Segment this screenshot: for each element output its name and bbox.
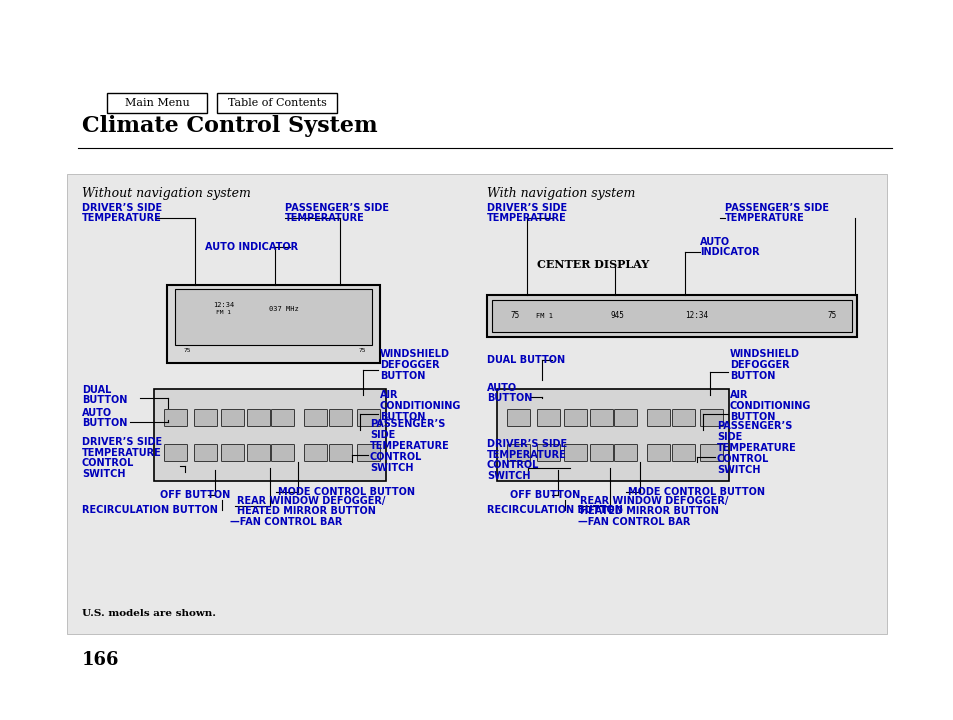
Text: OFF BUTTON: OFF BUTTON [160,490,230,500]
Text: Table of Contents: Table of Contents [228,98,326,108]
FancyBboxPatch shape [614,410,637,426]
FancyBboxPatch shape [216,93,336,113]
Text: CENTER DISPLAY: CENTER DISPLAY [537,259,649,271]
FancyBboxPatch shape [672,410,695,426]
Text: RECIRCULATION BUTTON: RECIRCULATION BUTTON [82,505,217,515]
Text: AUTO
BUTTON: AUTO BUTTON [486,382,532,403]
Text: 945: 945 [609,312,623,320]
FancyBboxPatch shape [564,410,587,426]
Text: FM 1: FM 1 [536,313,553,319]
Text: Without navigation system: Without navigation system [82,186,251,199]
Text: 75: 75 [358,348,365,354]
Text: AUTO
INDICATOR: AUTO INDICATOR [700,237,759,257]
FancyBboxPatch shape [167,285,379,363]
FancyBboxPatch shape [153,389,386,481]
FancyBboxPatch shape [647,444,670,462]
FancyBboxPatch shape [507,410,530,426]
FancyBboxPatch shape [486,295,856,337]
FancyBboxPatch shape [700,410,722,426]
Text: AUTO
BUTTON: AUTO BUTTON [82,408,128,428]
Text: WINDSHIELD
DEFOGGER
BUTTON: WINDSHIELD DEFOGGER BUTTON [729,349,800,381]
Text: REAR WINDOW DEFOGGER/
HEATED MIRROR BUTTON: REAR WINDOW DEFOGGER/ HEATED MIRROR BUTT… [236,495,385,516]
Text: MODE CONTROL BUTTON: MODE CONTROL BUTTON [627,487,764,497]
Text: —FAN CONTROL BAR: —FAN CONTROL BAR [578,517,690,527]
FancyBboxPatch shape [492,300,851,332]
Text: 75: 75 [183,348,191,354]
Text: MODE CONTROL BUTTON: MODE CONTROL BUTTON [277,487,415,497]
FancyBboxPatch shape [329,410,352,426]
FancyBboxPatch shape [194,444,217,462]
Text: WINDSHIELD
DEFOGGER
BUTTON: WINDSHIELD DEFOGGER BUTTON [379,349,450,381]
Text: DRIVER’S SIDE
TEMPERATURE
CONTROL
SWITCH: DRIVER’S SIDE TEMPERATURE CONTROL SWITCH [486,438,566,481]
FancyBboxPatch shape [221,410,244,426]
FancyBboxPatch shape [590,410,613,426]
FancyBboxPatch shape [164,410,188,426]
Text: AUTO INDICATOR: AUTO INDICATOR [205,242,297,252]
Text: DRIVER’S SIDE
TEMPERATURE: DRIVER’S SIDE TEMPERATURE [82,202,162,223]
FancyBboxPatch shape [247,444,271,462]
FancyBboxPatch shape [507,444,530,462]
Text: Main Menu: Main Menu [125,98,190,108]
FancyBboxPatch shape [107,93,207,113]
Text: PASSENGER’S
SIDE
TEMPERATURE
CONTROL
SWITCH: PASSENGER’S SIDE TEMPERATURE CONTROL SWI… [370,419,449,472]
FancyBboxPatch shape [67,174,886,634]
FancyBboxPatch shape [672,444,695,462]
Text: OFF BUTTON: OFF BUTTON [510,490,579,500]
Text: 12:34: 12:34 [213,302,233,308]
FancyBboxPatch shape [272,444,294,462]
FancyBboxPatch shape [590,444,613,462]
FancyBboxPatch shape [700,444,722,462]
FancyBboxPatch shape [329,444,352,462]
Text: PASSENGER’S SIDE
TEMPERATURE: PASSENGER’S SIDE TEMPERATURE [724,202,828,223]
FancyBboxPatch shape [247,410,271,426]
Text: 037 MHz: 037 MHz [269,306,298,312]
Text: 12:34: 12:34 [684,312,708,320]
Text: DRIVER’S SIDE
TEMPERATURE
CONTROL
SWITCH: DRIVER’S SIDE TEMPERATURE CONTROL SWITCH [82,437,162,480]
Text: PASSENGER’S SIDE
TEMPERATURE: PASSENGER’S SIDE TEMPERATURE [285,202,389,223]
FancyBboxPatch shape [272,410,294,426]
Text: 75: 75 [510,312,519,320]
Text: DUAL
BUTTON: DUAL BUTTON [82,384,128,405]
Text: FM 1: FM 1 [215,310,231,315]
Text: With navigation system: With navigation system [486,186,635,199]
FancyBboxPatch shape [304,444,327,462]
Text: RECIRCULATION BUTTON: RECIRCULATION BUTTON [486,505,622,515]
Text: DRIVER’S SIDE
TEMPERATURE: DRIVER’S SIDE TEMPERATURE [486,202,566,223]
FancyBboxPatch shape [647,410,670,426]
FancyBboxPatch shape [564,444,587,462]
Text: AIR
CONDITIONING
BUTTON: AIR CONDITIONING BUTTON [379,390,461,422]
FancyBboxPatch shape [304,410,327,426]
FancyBboxPatch shape [357,444,380,462]
FancyBboxPatch shape [194,410,217,426]
FancyBboxPatch shape [221,444,244,462]
Text: REAR WINDOW DEFOGGER/
HEATED MIRROR BUTTON: REAR WINDOW DEFOGGER/ HEATED MIRROR BUTT… [579,495,727,516]
Text: AIR
CONDITIONING
BUTTON: AIR CONDITIONING BUTTON [729,390,810,422]
Text: —FAN CONTROL BAR: —FAN CONTROL BAR [230,517,342,527]
Text: 75: 75 [826,312,836,320]
FancyBboxPatch shape [537,444,560,462]
FancyBboxPatch shape [164,444,188,462]
Text: U.S. models are shown.: U.S. models are shown. [82,610,215,618]
FancyBboxPatch shape [537,410,560,426]
Text: DUAL BUTTON: DUAL BUTTON [486,355,564,365]
Text: 166: 166 [82,651,119,669]
FancyBboxPatch shape [357,410,380,426]
Text: Climate Control System: Climate Control System [82,115,377,137]
FancyBboxPatch shape [174,289,372,345]
Text: PASSENGER’S
SIDE
TEMPERATURE
CONTROL
SWITCH: PASSENGER’S SIDE TEMPERATURE CONTROL SWI… [717,421,796,474]
FancyBboxPatch shape [614,444,637,462]
FancyBboxPatch shape [497,389,728,481]
